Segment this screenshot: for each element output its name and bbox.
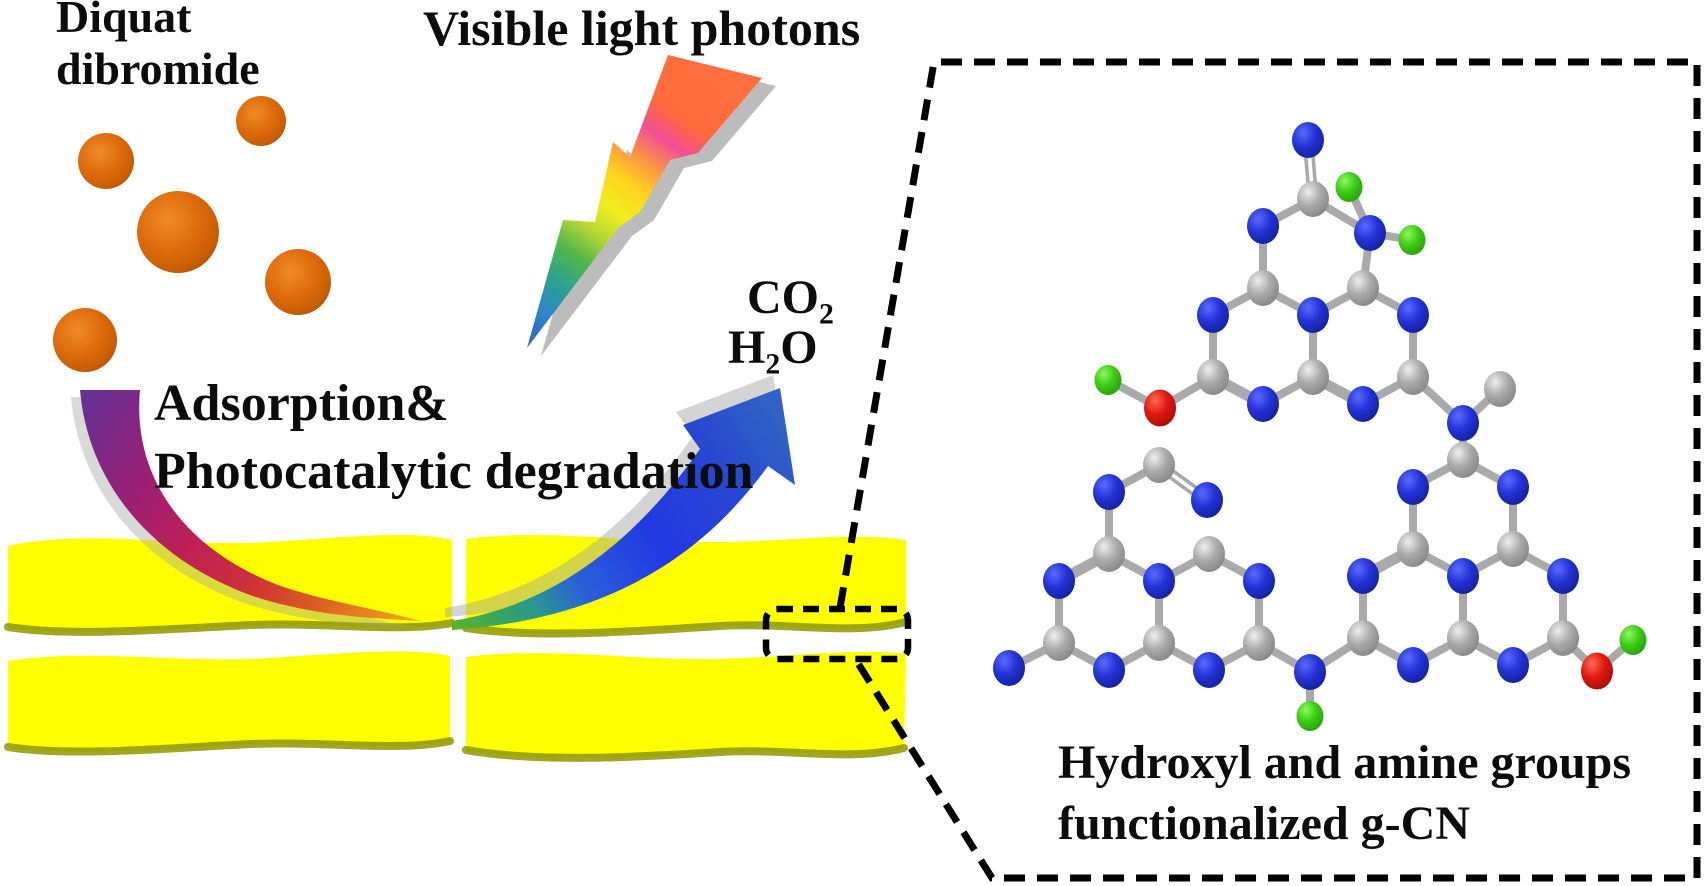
atom-C <box>1243 625 1275 661</box>
atom-N <box>1093 652 1125 688</box>
pollutant-dot <box>78 133 134 189</box>
atom-N <box>1292 122 1324 158</box>
detail-panel-dashed-border <box>836 58 1701 882</box>
atom-C <box>1043 625 1075 661</box>
atom-C <box>1347 270 1379 306</box>
atom-N <box>1347 558 1379 594</box>
atom-H <box>1619 625 1647 655</box>
pollutant-dot <box>236 96 286 146</box>
atom-N <box>1447 405 1479 441</box>
atom-C <box>1447 620 1479 656</box>
visible-light-text: Visible light photons <box>423 0 861 56</box>
gcn-sheet-bottom-right-shadow-edge <box>462 744 908 762</box>
atom-N <box>1447 558 1479 594</box>
pollutant-dot <box>265 249 331 315</box>
atom-C <box>1297 359 1329 395</box>
atom-C <box>1397 531 1429 567</box>
gcn-sheet-top-right <box>466 535 906 634</box>
atom-C <box>1497 531 1529 567</box>
atom-C <box>1093 536 1125 572</box>
pollutant-molecules <box>53 96 331 372</box>
atom-C <box>1297 181 1329 217</box>
degradation-arrow <box>452 388 795 630</box>
gcn-sheet-top-left-shadow-edge <box>4 619 456 636</box>
atom-C <box>1143 447 1175 483</box>
atom-C <box>1547 620 1579 656</box>
atom-C <box>1197 359 1229 395</box>
atom-H <box>1296 701 1324 731</box>
atom-H <box>1398 225 1426 255</box>
atom-N <box>1247 386 1279 422</box>
atom-C <box>1397 359 1429 395</box>
molecule-model <box>993 122 1647 731</box>
atom-N <box>1193 652 1225 688</box>
atom-N <box>1397 469 1429 505</box>
atom-H <box>1335 172 1363 202</box>
co2-label: CO2 <box>747 271 834 329</box>
lightning-bolt-shadow <box>541 63 776 356</box>
gcn-sheet-top-right-shadow-edge <box>462 618 910 638</box>
co2-subscript: 2 <box>819 297 834 331</box>
visible-light-label: Visible light photons <box>423 3 860 53</box>
atom-C <box>1143 625 1175 661</box>
diquat-label-line2: dibromide <box>56 42 260 94</box>
atom-N <box>1243 563 1275 599</box>
gcn-sheet-bottom-left <box>8 651 450 752</box>
process-label-line2: Photocatalytic degradation <box>154 442 754 500</box>
functionalization-label-line2: functionalized g-CN <box>1058 797 1470 851</box>
atom-N <box>1191 482 1223 518</box>
atom-N <box>1143 563 1175 599</box>
functionalization-label: Hydroxyl and amine groups functionalized… <box>1058 732 1631 855</box>
atom-N <box>1347 386 1379 422</box>
adsorption-arrow <box>80 390 421 621</box>
atom-N <box>993 650 1025 686</box>
atom-O <box>1144 389 1176 427</box>
atom-C <box>1193 536 1225 572</box>
atom-O <box>1581 652 1613 690</box>
functionalization-label-line1: Hydroxyl and amine groups <box>1058 736 1632 789</box>
atom-N <box>1497 469 1529 505</box>
lightning-bolt-icon <box>527 55 762 348</box>
atom-H <box>1094 365 1122 395</box>
atom-N <box>1397 297 1429 333</box>
diquat-label-line1: Diquat <box>56 0 192 42</box>
atom-N <box>1297 297 1329 333</box>
pollutant-dot <box>137 191 219 273</box>
diquat-label: Diquat dibromide <box>56 0 260 94</box>
process-label: Adsorption& Photocatalytic degradation <box>154 370 753 505</box>
pollutant-dot <box>53 308 117 372</box>
atom-N <box>1497 647 1529 683</box>
zoom-region-box <box>762 605 912 663</box>
atom-N <box>1093 474 1125 510</box>
h2o-pre: H <box>728 321 766 374</box>
atom-N <box>1197 297 1229 333</box>
atom-C <box>1347 620 1379 656</box>
process-label-line1: Adsorption& <box>154 375 449 432</box>
atom-N <box>1354 215 1386 251</box>
atom-N <box>1397 647 1429 683</box>
co2-base: CO <box>747 271 819 324</box>
atom-N <box>1043 563 1075 599</box>
h2o-post: O <box>780 321 818 374</box>
atom-N <box>1547 558 1579 594</box>
atom-C <box>1247 270 1279 306</box>
atom-C <box>1447 442 1479 478</box>
gcn-sheet-bottom-right <box>466 651 906 758</box>
atom-N <box>1247 208 1279 244</box>
atom-N <box>1294 654 1326 690</box>
gcn-sheet-bottom-left-shadow-edge <box>4 737 454 756</box>
atom-C <box>1484 371 1516 407</box>
h2o-label: H2O <box>728 321 818 379</box>
h2o-subscript: 2 <box>765 347 781 381</box>
